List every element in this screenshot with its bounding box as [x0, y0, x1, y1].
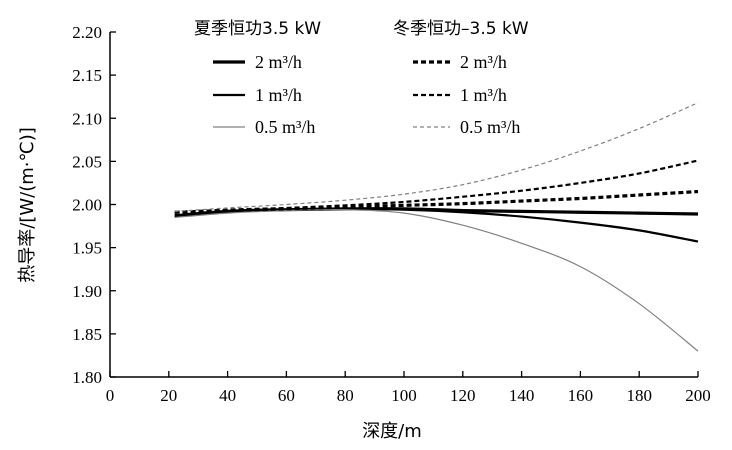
legend-label-summer-2: 2 m³/h — [255, 52, 302, 72]
series-line-2 — [174, 208, 699, 352]
y-tick-label: 1.85 — [72, 325, 102, 344]
y-tick-label: 2.00 — [72, 196, 102, 215]
y-tick-label: 2.10 — [72, 109, 102, 128]
legend-group-title-summer: 夏季恒功3.5 kW — [194, 19, 321, 39]
x-tick-label: 180 — [626, 386, 652, 405]
ticks: 0 20 40 60 80 100 120 140 160 180 200 1.80 1.85 1.90 1… — [72, 23, 711, 405]
x-tick-label: 60 — [278, 386, 295, 405]
series-line-5 — [174, 102, 699, 212]
legend-label-winter-2: 2 m³/h — [460, 52, 507, 72]
x-tick-label: 200 — [685, 386, 711, 405]
legend-label-winter-05: 0.5 m³/h — [460, 117, 520, 137]
x-tick-label: 0 — [106, 386, 115, 405]
legend-label-summer-1: 1 m³/h — [255, 85, 302, 105]
x-tick-label: 120 — [450, 386, 476, 405]
y-tick-label: 1.90 — [72, 282, 102, 301]
x-tick-label: 160 — [568, 386, 594, 405]
legend-group-title-winter: 冬季恒功–3.5 kW — [393, 19, 529, 39]
y-axis-label: 热导率/[W/(m·℃)] — [17, 127, 38, 283]
x-tick-label: 140 — [509, 386, 535, 405]
x-tick-label: 40 — [219, 386, 236, 405]
legend-label-summer-05: 0.5 m³/h — [255, 117, 315, 137]
y-tick-label: 2.15 — [72, 66, 102, 85]
axes — [109, 32, 698, 378]
x-tick-label: 100 — [391, 386, 417, 405]
series-layer — [174, 102, 699, 352]
legend-label-winter-1: 1 m³/h — [460, 85, 507, 105]
y-tick-label: 2.20 — [72, 23, 102, 42]
y-tick-label: 1.95 — [72, 239, 102, 258]
y-tick-label: 1.80 — [72, 368, 102, 387]
y-tick-label: 2.05 — [72, 152, 102, 171]
x-tick-label: 20 — [160, 386, 177, 405]
x-tick-label: 80 — [337, 386, 354, 405]
x-axis-label: 深度/m — [362, 421, 422, 442]
legend: 夏季恒功3.5 kW 冬季恒功–3.5 kW 2 m³/h 1 m³/h 0.5… — [194, 19, 529, 137]
series-line-4 — [174, 159, 699, 214]
